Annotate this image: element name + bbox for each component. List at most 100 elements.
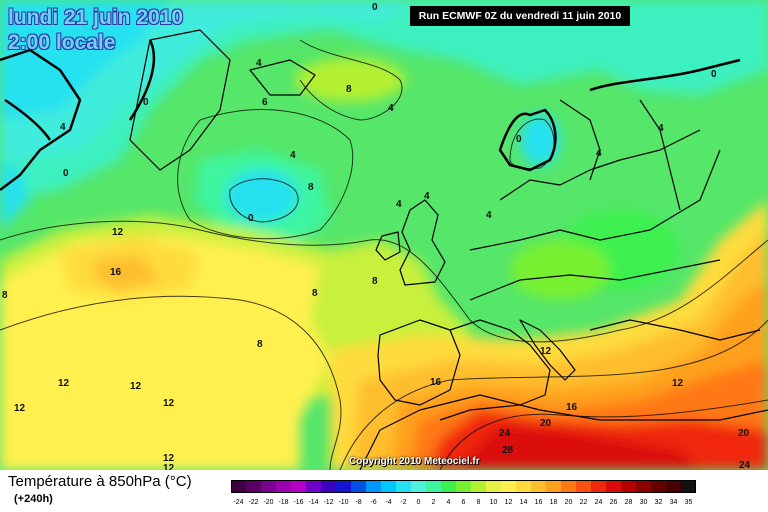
legend-tick-label: 4 xyxy=(447,499,451,506)
contour-label: 8 xyxy=(257,339,263,350)
contour-label: 0 xyxy=(248,213,254,224)
contour-label: 4 xyxy=(256,58,262,69)
contour-label: 8 xyxy=(372,276,378,287)
legend-tick-label: -10 xyxy=(338,499,348,506)
legend-tick-label: 0 xyxy=(417,499,421,506)
legend-tick-label: 12 xyxy=(505,499,513,506)
copyright-notice: Copyright 2010 Meteociel.fr xyxy=(349,456,480,467)
legend-tick-label: -12 xyxy=(323,499,333,506)
contour-label: 4 xyxy=(596,148,602,159)
legend-swatch xyxy=(246,480,261,493)
legend-tick-label: -6 xyxy=(370,499,376,506)
legend-tick-label: 8 xyxy=(477,499,481,506)
legend-swatch xyxy=(351,480,366,493)
legend-tick-label: -20 xyxy=(263,499,273,506)
contour-label: 8 xyxy=(308,182,314,193)
contour-label: 20 xyxy=(738,428,750,439)
contour-label: 4 xyxy=(388,103,394,114)
legend-swatch xyxy=(291,480,306,493)
legend-tick-label: 20 xyxy=(565,499,573,506)
contour-label: 12 xyxy=(672,378,684,389)
contour-labels: 0 4 6 8 4 4 0 0 4 8 4 4 0 4 4 0 0 4 12 1… xyxy=(2,2,751,470)
contour-label: 12 xyxy=(540,346,552,357)
legend-swatch xyxy=(456,480,471,493)
legend-tick-label: 30 xyxy=(640,499,648,506)
contour-label: 0 xyxy=(143,97,149,108)
legend-tick-label: 24 xyxy=(595,499,603,506)
valid-date-title: lundi 21 juin 2010 xyxy=(8,6,184,29)
legend-swatch xyxy=(486,480,501,493)
contour-label: 12 xyxy=(163,463,175,470)
legend-tick-label: 6 xyxy=(462,499,466,506)
contour-label: 16 xyxy=(430,377,442,388)
legend-tick-label: -16 xyxy=(293,499,303,506)
legend-swatch xyxy=(441,480,456,493)
legend-tick-label: 35 xyxy=(685,499,693,506)
legend-swatch xyxy=(516,480,531,493)
variable-name: Température à 850hPa (°C) xyxy=(8,473,192,490)
contour-label: 6 xyxy=(262,97,268,108)
contour-label: 16 xyxy=(110,267,122,278)
contour-label: 12 xyxy=(130,381,142,392)
legend-swatch xyxy=(306,480,321,493)
legend-tick-label: -8 xyxy=(355,499,361,506)
contour-label: 4 xyxy=(486,210,492,221)
legend-swatch xyxy=(276,480,291,493)
legend-tick-label: -24 xyxy=(233,499,243,506)
legend-swatch xyxy=(231,480,246,493)
contour-label: 20 xyxy=(540,418,552,429)
legend-swatch xyxy=(621,480,636,493)
legend-tick-label: -14 xyxy=(308,499,318,506)
legend-swatch xyxy=(261,480,276,493)
contour-label: 28 xyxy=(502,445,514,456)
forecast-lead-time: (+240h) xyxy=(14,493,53,505)
legend-tick-label: 34 xyxy=(670,499,678,506)
contour-label: 4 xyxy=(424,191,430,202)
legend-border xyxy=(231,480,696,493)
contour-label: 0 xyxy=(63,168,69,179)
legend-swatch xyxy=(471,480,486,493)
legend-swatch xyxy=(366,480,381,493)
contour-label: 8 xyxy=(346,84,352,95)
run-info-banner: Run ECMWF 0Z du vendredi 11 juin 2010 xyxy=(410,6,630,26)
legend-tick-label: 14 xyxy=(520,499,528,506)
contour-label: 12 xyxy=(163,453,175,464)
legend-swatch xyxy=(411,480,426,493)
legend-tick-label: 26 xyxy=(610,499,618,506)
contour-label: 16 xyxy=(566,402,578,413)
contour-label: 12 xyxy=(14,403,26,414)
legend-tick-label: 10 xyxy=(490,499,498,506)
legend-swatch xyxy=(336,480,351,493)
legend-swatch xyxy=(531,480,546,493)
legend-swatch xyxy=(561,480,576,493)
contour-label: 24 xyxy=(499,428,511,439)
legend-tick-label: 18 xyxy=(550,499,558,506)
contour-label: 12 xyxy=(58,378,70,389)
legend-swatch xyxy=(546,480,561,493)
legend-swatch xyxy=(591,480,606,493)
contour-label: 8 xyxy=(2,290,8,301)
legend-swatch xyxy=(681,480,696,493)
contour-label: 12 xyxy=(163,398,175,409)
legend-swatch xyxy=(501,480,516,493)
contour-label: 0 xyxy=(711,69,717,80)
legend-swatch xyxy=(651,480,666,493)
valid-time-title: 2:00 locale xyxy=(8,31,116,54)
legend-swatch xyxy=(606,480,621,493)
contour-label: 0 xyxy=(372,2,378,13)
legend-tick-label: 16 xyxy=(535,499,543,506)
legend-swatch xyxy=(396,480,411,493)
legend-tick-label: 32 xyxy=(655,499,663,506)
legend-panel: Température à 850hPa (°C) (+240h) -24 -22… xyxy=(0,470,768,512)
legend-swatch xyxy=(666,480,681,493)
contour-label: 12 xyxy=(112,227,124,238)
color-scale-legend: -24 -22 -20 -18 -16 -14 -12 -10 -8 -6 -4 -2 0 2 4 6 8 10 1… xyxy=(231,480,696,506)
legend-swatch xyxy=(321,480,336,493)
legend-swatch xyxy=(576,480,591,493)
contour-label: 8 xyxy=(312,288,318,299)
legend-tick-label: 2 xyxy=(432,499,436,506)
contour-label: 4 xyxy=(396,199,402,210)
legend-swatch xyxy=(426,480,441,493)
legend-tick-label: 28 xyxy=(625,499,633,506)
